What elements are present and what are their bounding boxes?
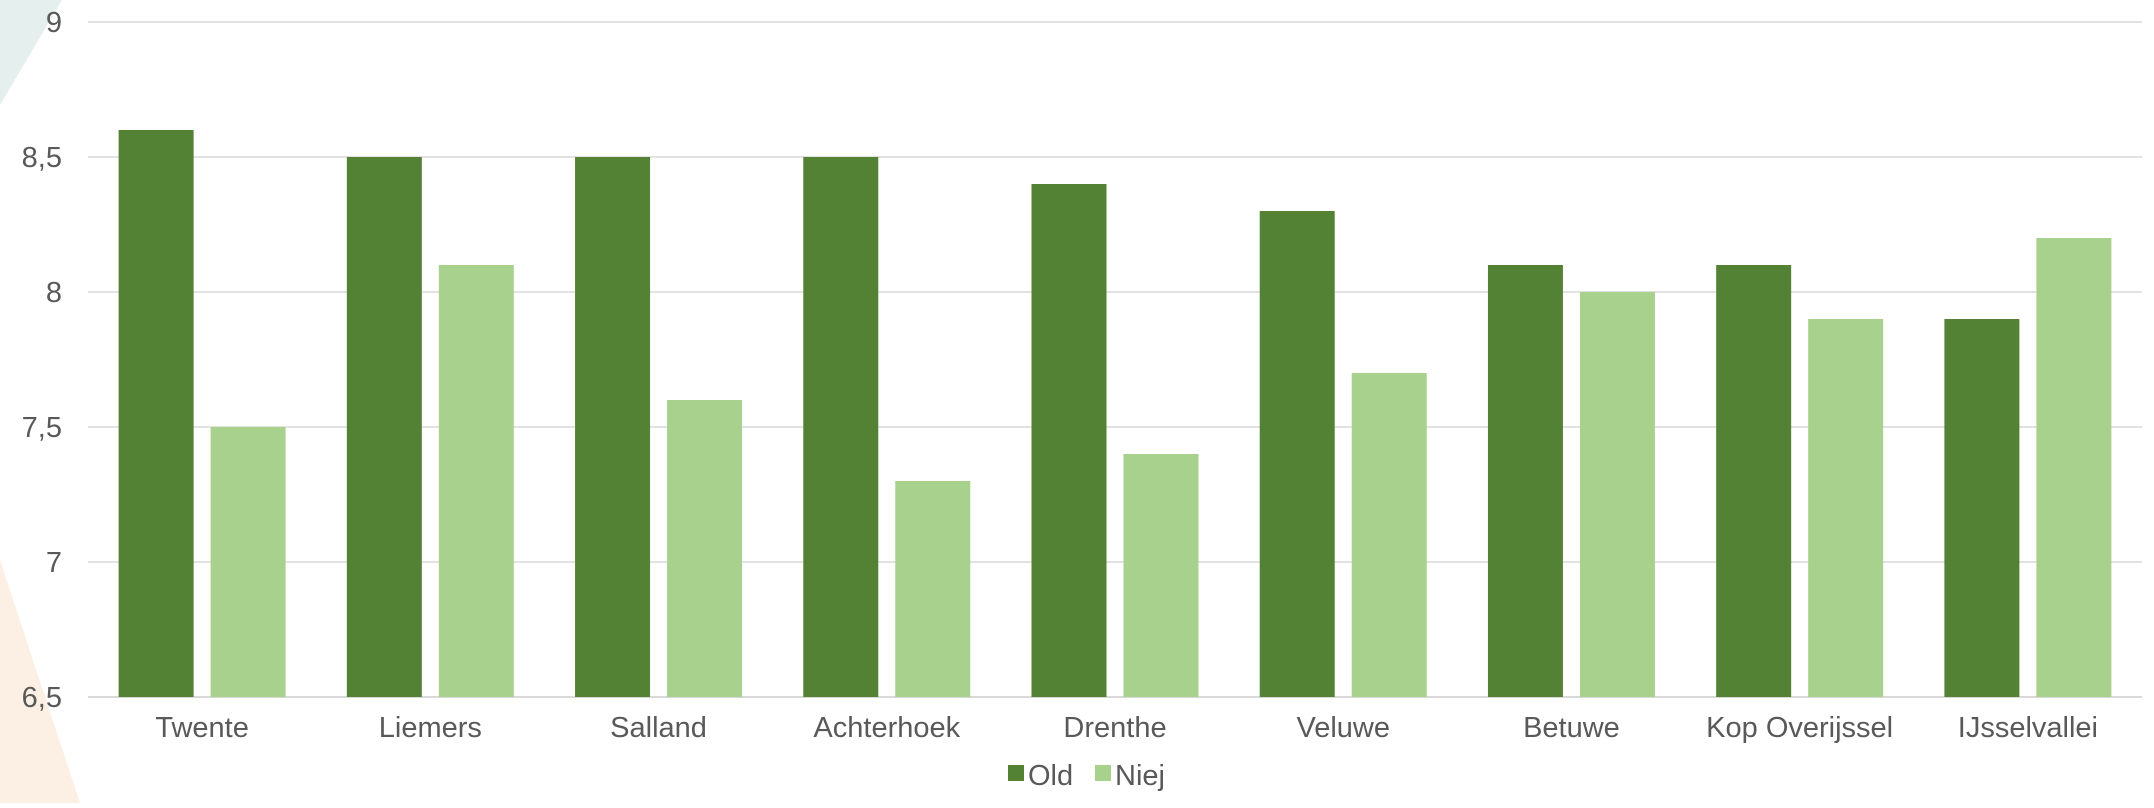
legend-swatch-niej xyxy=(1095,765,1111,781)
bar-old xyxy=(803,157,879,697)
bar-old xyxy=(1716,265,1792,697)
gridlines xyxy=(88,21,2142,698)
legend: Old Niej xyxy=(1008,760,1165,792)
x-axis-tick-labels: Twente Liemers Salland Achterhoek Drenthe Vel… xyxy=(155,712,2098,744)
bar-old xyxy=(118,130,194,697)
bar-niej xyxy=(895,481,971,697)
legend-label-niej: Niej xyxy=(1115,760,1165,792)
decorative-peach-shape xyxy=(0,560,80,803)
x-tick-label: Betuwe xyxy=(1523,712,1620,744)
bars xyxy=(118,130,2112,697)
bar-old xyxy=(1487,265,1563,697)
x-tick-label: Drenthe xyxy=(1063,712,1166,744)
x-tick-label: Kop Overijssel xyxy=(1706,712,1893,744)
y-tick-label: 6,5 xyxy=(22,682,62,714)
legend-label-old: Old xyxy=(1028,760,1073,792)
bar-niej xyxy=(1808,319,1884,697)
bar-old xyxy=(1031,184,1107,697)
bar-niej xyxy=(2036,238,2112,697)
bar-old xyxy=(1944,319,2020,697)
bar-old xyxy=(575,157,651,697)
x-tick-label: Veluwe xyxy=(1296,712,1390,744)
bar-niej xyxy=(1351,373,1427,697)
decorative-teal-shape xyxy=(0,0,62,105)
bar-niej xyxy=(438,265,514,697)
x-tick-label: Liemers xyxy=(379,712,482,744)
x-tick-label: Twente xyxy=(155,712,249,744)
y-axis-tick-labels: 6,5 7 7,5 8 8,5 9 xyxy=(22,7,62,714)
bar-niej xyxy=(1123,454,1199,697)
bar-niej xyxy=(667,400,743,697)
bar-niej xyxy=(210,427,286,697)
y-tick-label: 8 xyxy=(46,277,62,309)
y-tick-label: 7,5 xyxy=(22,412,62,444)
y-tick-label: 7 xyxy=(46,547,62,579)
y-tick-label: 9 xyxy=(46,7,62,39)
y-tick-label: 8,5 xyxy=(22,142,62,174)
x-tick-label: Salland xyxy=(610,712,707,744)
bar-old xyxy=(346,157,422,697)
bar-old xyxy=(1259,211,1335,697)
bar-niej xyxy=(1579,292,1655,697)
x-tick-label: Achterhoek xyxy=(813,712,960,744)
legend-swatch-old xyxy=(1008,765,1024,781)
x-tick-label: IJsselvallei xyxy=(1958,712,2098,744)
